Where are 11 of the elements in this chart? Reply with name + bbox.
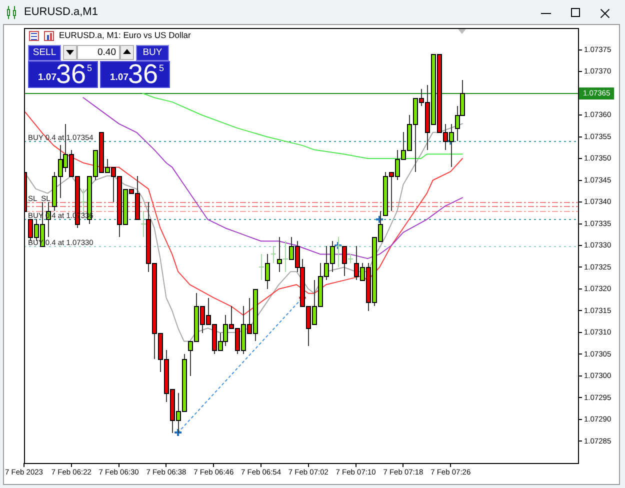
annotation: SELL — [32, 47, 56, 58]
text: EURUSD.a,M1 — [24, 6, 98, 19]
annotation: 5 — [87, 63, 92, 73]
chart-title: EURUSD.a, M1: Euro vs US Dollar — [59, 30, 191, 41]
annotation: 5 — [159, 63, 164, 73]
annotation: 0.40 — [98, 46, 116, 59]
annotation: 1.07 — [38, 72, 56, 84]
annotation: 36 — [56, 59, 86, 89]
annotation: 36 — [128, 59, 158, 89]
annotation: 1.07 — [110, 72, 128, 84]
annotation: BUY — [142, 47, 162, 58]
